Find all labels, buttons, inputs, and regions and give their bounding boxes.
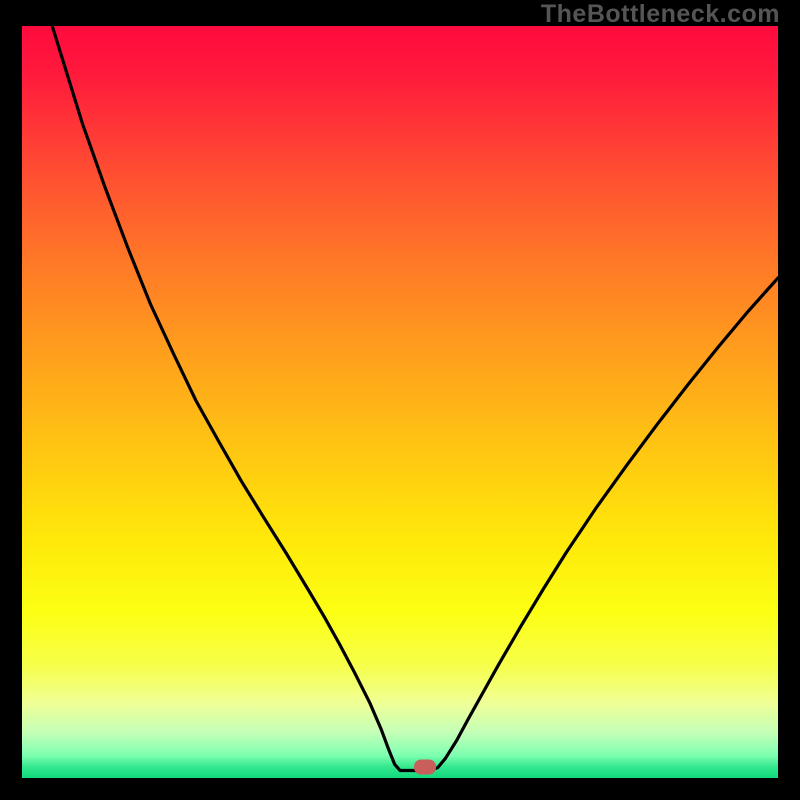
watermark-label: TheBottleneck.com <box>541 0 780 29</box>
plot-area <box>22 26 778 778</box>
optimum-marker <box>414 760 436 775</box>
bottleneck-curve <box>22 26 778 778</box>
chart-frame: TheBottleneck.com <box>0 0 800 800</box>
curve-path <box>52 26 778 770</box>
